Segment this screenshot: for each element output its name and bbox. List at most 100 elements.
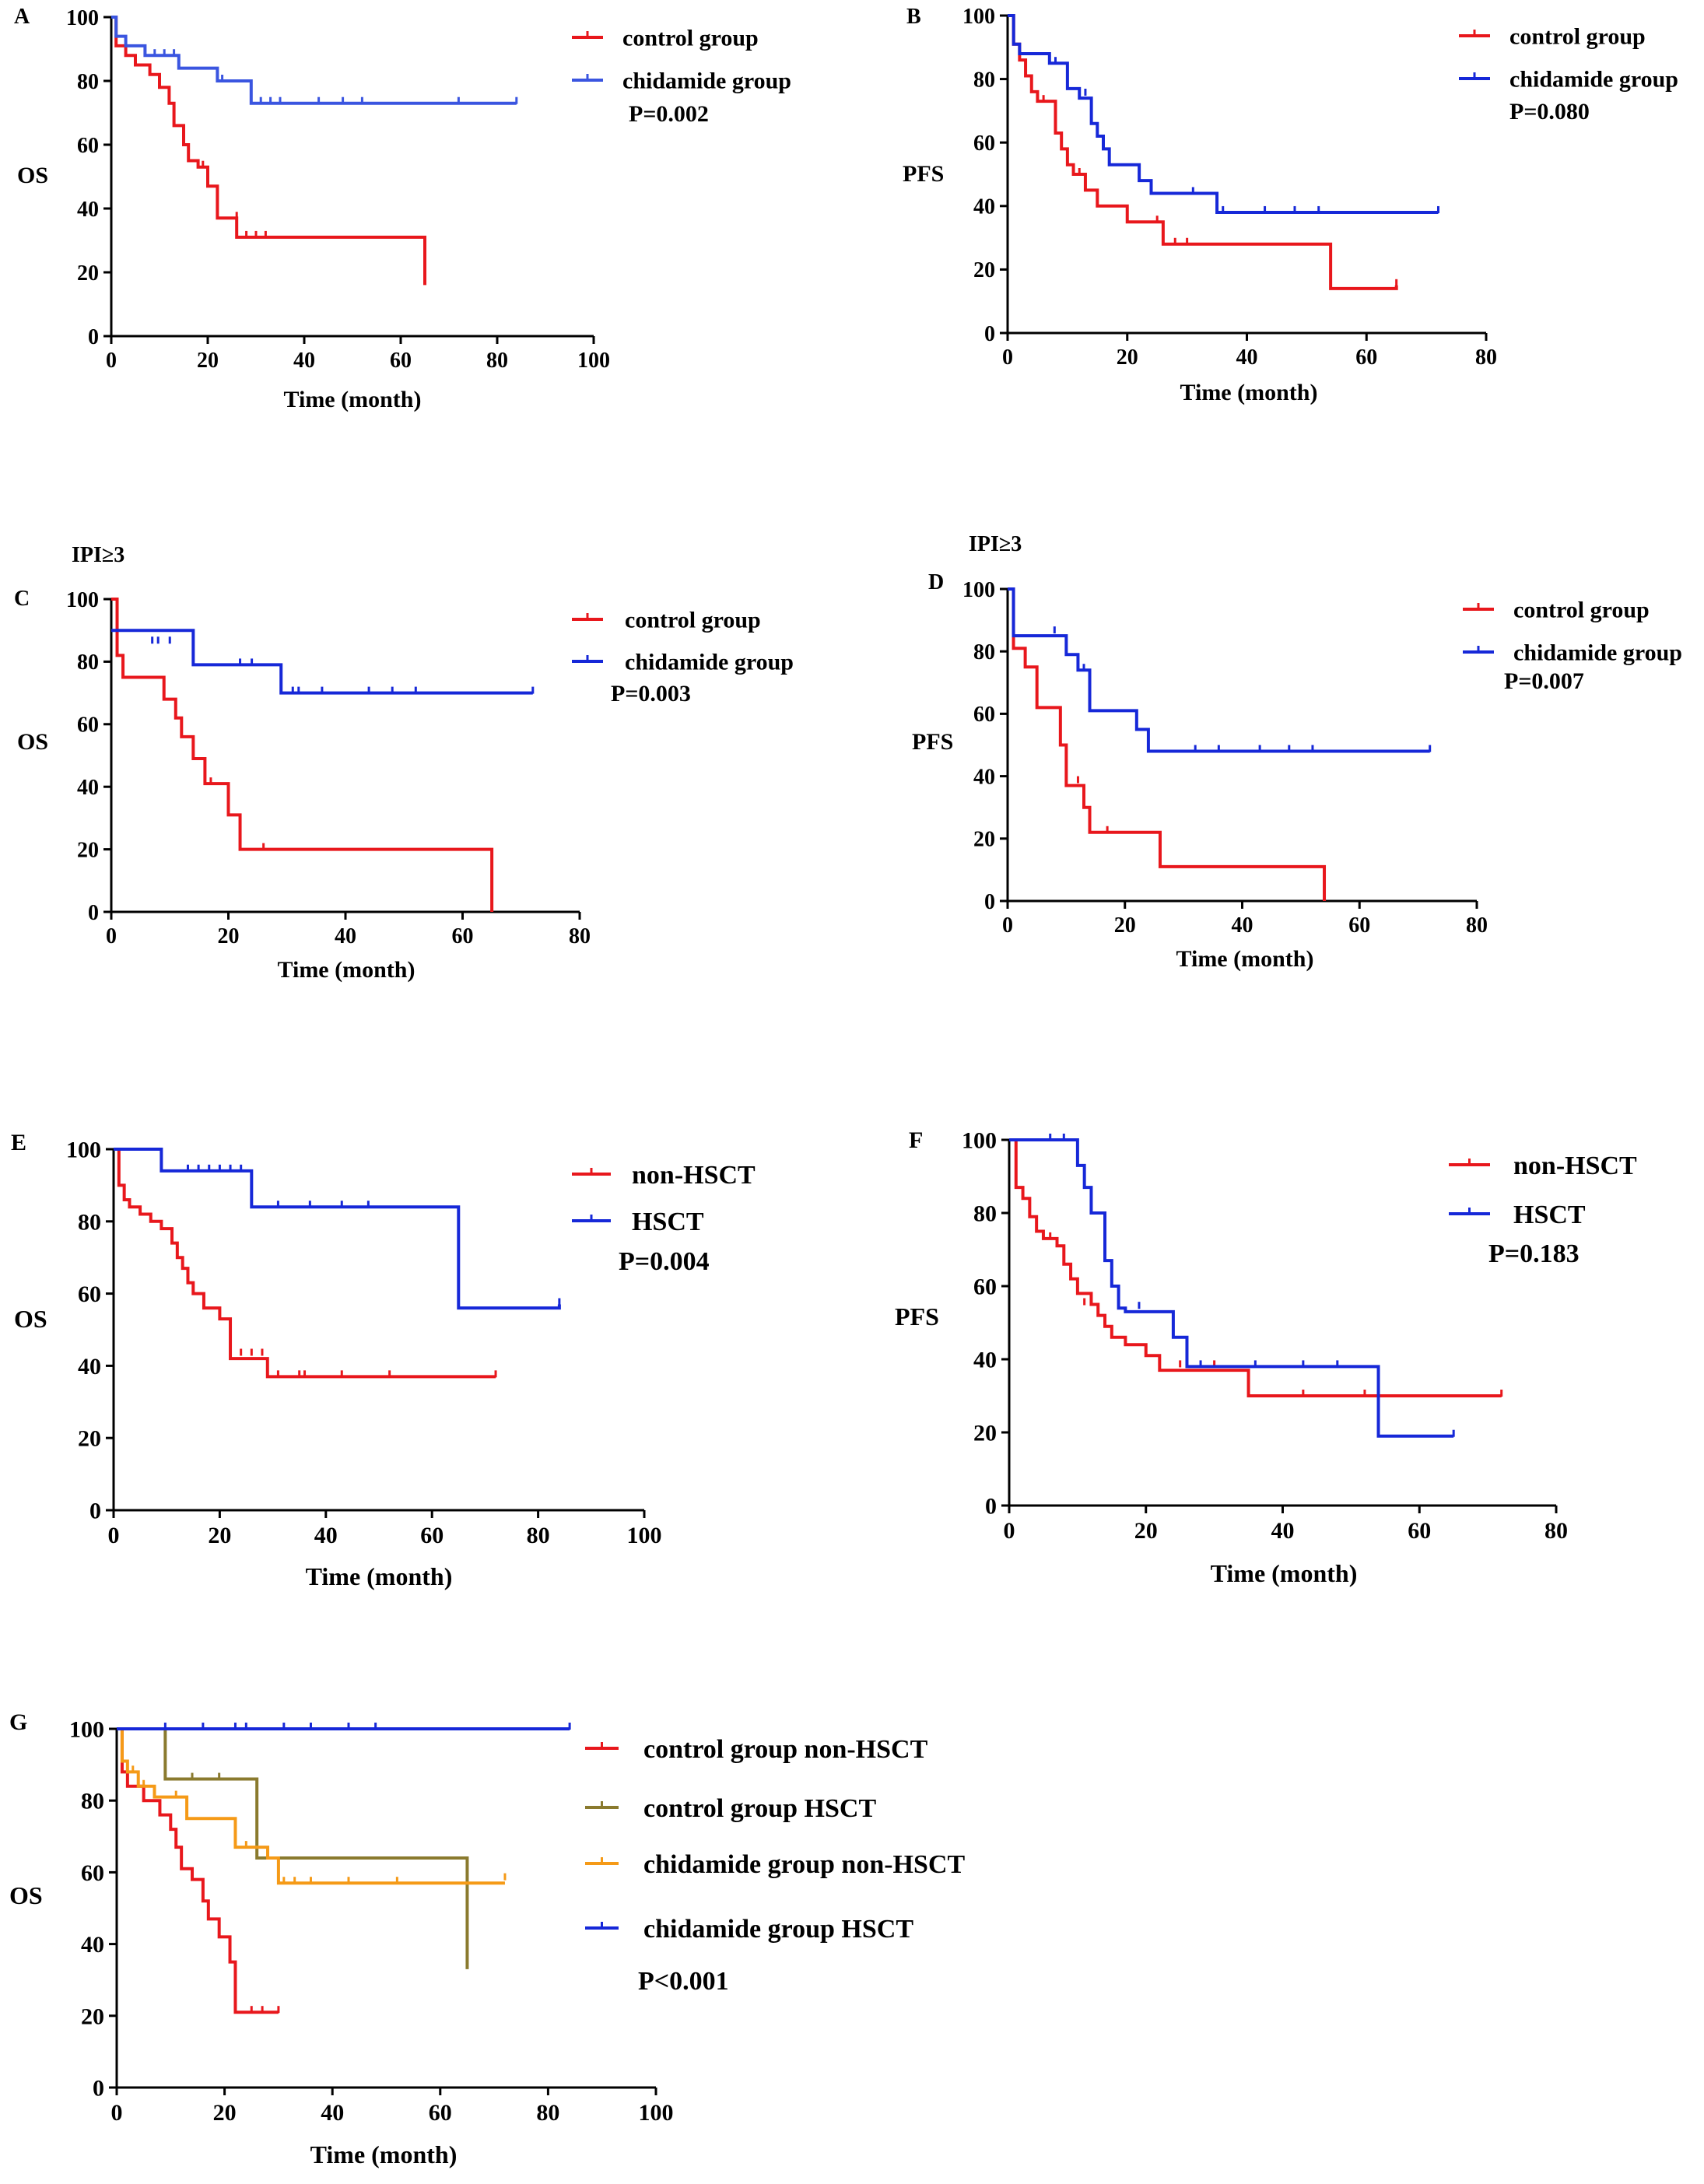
series-chidamide-group	[1008, 587, 1432, 753]
x-tick-label: 0	[1002, 345, 1013, 370]
y-tick-label: 60	[77, 134, 99, 158]
series-control-group	[1008, 14, 1398, 290]
series-control-group	[1008, 587, 1327, 901]
p-value: P=0.002	[629, 101, 709, 127]
series-control-group	[111, 16, 426, 286]
y-axis-label: OS	[9, 1881, 43, 1909]
y-tick-label: 0	[88, 901, 99, 925]
p-value: P<0.001	[638, 1967, 729, 1996]
x-tick-label: 20	[197, 349, 219, 373]
y-tick-label: 100	[66, 1138, 101, 1163]
series-chidamide-group-HSCT	[117, 1723, 571, 1730]
y-tick-label: 80	[973, 640, 995, 664]
y-tick-label: 20	[973, 258, 995, 282]
series-chidamide-group	[111, 16, 518, 105]
legend-label: control group HSCT	[643, 1794, 876, 1823]
x-tick-label: 40	[335, 924, 356, 948]
x-tick-label: 60	[420, 1523, 444, 1548]
legend-label: control group	[625, 608, 761, 633]
series-chidamide-group	[1008, 14, 1439, 214]
y-tick-label: 100	[66, 6, 99, 30]
km-curve	[1009, 1138, 1454, 1438]
x-tick-label: 20	[213, 2100, 237, 2126]
x-tick-label: 60	[1355, 345, 1377, 370]
y-tick-label: 20	[77, 838, 99, 862]
p-value: P=0.007	[1504, 668, 1584, 694]
km-curve	[117, 1727, 469, 1969]
y-tick-label: 0	[89, 1499, 101, 1524]
km-curve	[117, 1727, 279, 2014]
km-curve	[1008, 14, 1398, 290]
km-curve	[1008, 587, 1327, 901]
x-tick-label: 100	[577, 349, 610, 373]
y-tick-label: 100	[962, 1128, 997, 1154]
legend-label: control group	[1513, 598, 1650, 623]
y-tick-label: 0	[88, 325, 99, 349]
y-axis-label: OS	[14, 1305, 47, 1333]
y-tick-label: 0	[985, 1494, 997, 1520]
legend-label: chidamide group	[1509, 67, 1678, 93]
y-tick-label: 40	[77, 776, 99, 800]
x-tick-label: 0	[106, 349, 117, 373]
y-tick-label: 60	[973, 131, 995, 156]
p-value: P=0.080	[1509, 99, 1590, 124]
p-value: P=0.003	[611, 681, 691, 706]
x-axis-label: Time (month)	[1180, 380, 1318, 405]
legend-label: chidamide group HSCT	[643, 1915, 913, 1944]
legend-label: HSCT	[1513, 1201, 1586, 1229]
y-tick-label: 80	[77, 70, 99, 94]
x-tick-label: 20	[208, 1523, 231, 1548]
x-tick-label: 0	[106, 924, 117, 948]
y-tick-label: 80	[78, 1209, 101, 1235]
x-tick-label: 0	[108, 1523, 120, 1548]
y-tick-label: 20	[81, 2003, 104, 2029]
y-tick-label: 60	[78, 1281, 101, 1307]
y-axis-label: PFS	[895, 1302, 939, 1330]
x-tick-label: 80	[536, 2100, 559, 2126]
p-value: P=0.183	[1488, 1239, 1580, 1268]
series-control-group	[111, 598, 494, 912]
y-tick-label: 100	[962, 578, 995, 602]
panel-letter: C	[14, 587, 30, 611]
x-tick-label: 40	[1271, 1518, 1295, 1544]
panel-letter: A	[14, 5, 30, 29]
x-tick-label: 60	[452, 924, 474, 948]
panel-f: 0 20 40 60 80 100 0 20 40 60 80 F PFS Time (month) P=0…	[895, 1127, 1637, 1587]
legend-label: control group non-HSCT	[643, 1735, 928, 1764]
legend-label: control group	[622, 26, 759, 51]
y-tick-label: 80	[973, 1201, 997, 1227]
panel-letter: B	[906, 5, 921, 29]
p-value: P=0.004	[619, 1247, 710, 1276]
km-curve	[1008, 14, 1439, 214]
y-tick-label: 40	[973, 1348, 997, 1373]
panel-letter: E	[11, 1130, 26, 1155]
panel-d: 0 20 40 60 80 100 0 20 40 60 80 D IPI≥3 PFS Time (mont…	[912, 532, 1682, 972]
km-curve	[117, 1727, 505, 1885]
x-tick-label: 60	[1408, 1518, 1431, 1544]
y-tick-label: 100	[66, 588, 99, 612]
x-axis-label: Time (month)	[306, 1562, 453, 1590]
x-tick-label: 80	[569, 924, 591, 948]
x-tick-label: 100	[627, 1523, 662, 1548]
legend-label: chidamide group	[1513, 640, 1682, 666]
y-tick-label: 0	[984, 322, 995, 346]
legend-label: HSCT	[632, 1208, 704, 1236]
y-tick-label: 40	[78, 1354, 101, 1379]
x-tick-label: 20	[218, 924, 240, 948]
y-tick-label: 20	[78, 1426, 101, 1452]
series-non-HSCT	[114, 1148, 497, 1379]
series-control-group-HSCT	[117, 1727, 469, 1969]
y-axis-label: PFS	[903, 161, 944, 187]
y-tick-label: 80	[77, 650, 99, 675]
series-HSCT	[114, 1148, 561, 1310]
x-tick-label: 40	[1236, 345, 1258, 370]
panel-letter: G	[9, 1709, 27, 1735]
panel-letter: D	[928, 570, 944, 594]
legend-label: chidamide group	[622, 68, 791, 94]
x-tick-label: 20	[1117, 345, 1138, 370]
y-tick-label: 20	[77, 261, 99, 286]
y-tick-label: 40	[973, 195, 995, 219]
y-tick-label: 0	[93, 2076, 104, 2102]
series-chidamide-group-non-HSCT	[117, 1727, 507, 1885]
panel-c: 0 20 40 60 80 100 0 20 40 60 80 C IPI≥3 OS Time (month…	[14, 543, 794, 983]
